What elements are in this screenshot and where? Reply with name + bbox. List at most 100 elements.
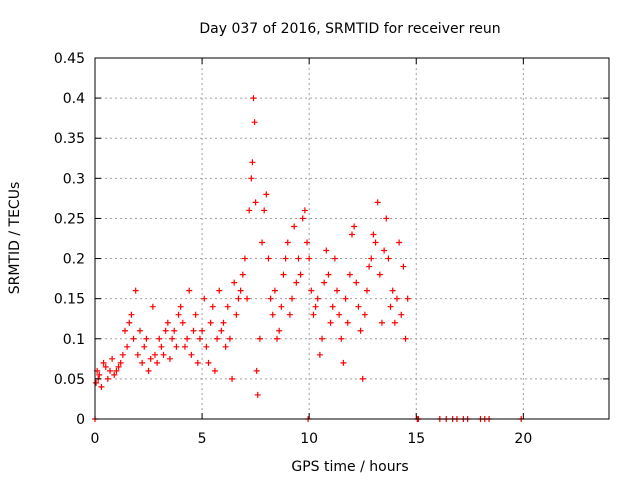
x-tick-label: 0: [91, 431, 100, 447]
data-point: [132, 287, 139, 294]
data-point: [100, 359, 107, 366]
data-point: [280, 271, 287, 278]
x-tick-label: 5: [198, 431, 207, 447]
data-point: [391, 319, 398, 326]
chart-title: Day 037 of 2016, SRMTID for receiver reu…: [199, 21, 500, 37]
data-point: [151, 351, 158, 358]
y-tick-label: 0.15: [54, 292, 85, 308]
data-point: [141, 343, 148, 350]
data-point: [229, 375, 236, 382]
data-point: [297, 271, 304, 278]
y-tick-label: 0.25: [54, 211, 85, 227]
data-point: [134, 351, 141, 358]
data-point: [314, 295, 321, 302]
data-point: [278, 303, 285, 310]
data-point: [276, 327, 283, 334]
data-point: [340, 359, 347, 366]
data-point: [201, 295, 208, 302]
data-point: [274, 335, 281, 342]
data-point: [383, 215, 390, 222]
data-point: [211, 367, 218, 374]
data-point: [301, 207, 308, 214]
data-point: [363, 287, 370, 294]
data-point: [111, 371, 118, 378]
data-point: [346, 271, 353, 278]
data-point: [355, 303, 362, 310]
data-point: [207, 319, 214, 326]
data-point: [177, 303, 184, 310]
data-point: [267, 295, 274, 302]
data-point: [104, 375, 111, 382]
data-point: [284, 239, 291, 246]
data-point: [109, 355, 116, 362]
data-point: [166, 355, 173, 362]
data-point: [158, 343, 165, 350]
x-tick-label: 20: [514, 431, 532, 447]
y-axis-label: SRMTID / TECUs: [7, 182, 23, 295]
data-point: [173, 343, 180, 350]
data-point: [250, 95, 257, 102]
data-point: [252, 199, 259, 206]
data-point: [164, 319, 171, 326]
data-point: [376, 271, 383, 278]
data-point: [289, 295, 296, 302]
data-point: [154, 359, 161, 366]
data-point: [336, 311, 343, 318]
data-point: [231, 279, 238, 286]
data-point: [209, 303, 216, 310]
data-point: [169, 335, 176, 342]
data-point: [261, 207, 268, 214]
data-point: [361, 311, 368, 318]
data-point: [205, 359, 212, 366]
data-point: [349, 231, 355, 238]
data-point: [136, 327, 143, 334]
y-tick-label: 0.1: [63, 332, 85, 348]
data-point: [226, 335, 233, 342]
data-point: [265, 255, 272, 262]
data-point: [147, 355, 154, 362]
data-point: [93, 379, 100, 386]
y-tick-label: 0.3: [63, 171, 85, 187]
data-point: [304, 239, 311, 246]
data-point: [325, 271, 332, 278]
data-point: [338, 335, 345, 342]
data-point: [203, 343, 210, 350]
data-point: [237, 287, 244, 294]
data-point: [327, 319, 334, 326]
data-point: [368, 255, 375, 262]
data-point: [181, 343, 188, 350]
data-point: [259, 239, 266, 246]
y-tick-label: 0.4: [63, 91, 85, 107]
data-point: [372, 239, 379, 246]
data-point: [357, 327, 364, 334]
data-point: [246, 207, 253, 214]
data-point: [145, 367, 152, 374]
data-point: [319, 335, 326, 342]
data-point: [216, 287, 223, 294]
data-point: [121, 327, 128, 334]
data-point: [393, 295, 400, 302]
data-point: [192, 311, 199, 318]
data-point: [381, 247, 388, 254]
data-point: [98, 383, 105, 390]
y-tick-label: 0.35: [54, 131, 85, 147]
data-point: [321, 279, 328, 286]
data-point: [342, 295, 349, 302]
data-point: [218, 327, 225, 334]
data-point: [271, 287, 278, 294]
data-point: [222, 343, 229, 350]
data-point: [126, 319, 133, 326]
data-point: [316, 351, 323, 358]
data-point: [128, 311, 135, 318]
data-point: [308, 287, 315, 294]
data-point: [331, 255, 338, 262]
grid-lines: [95, 58, 609, 419]
data-point: [96, 371, 103, 378]
data-point: [233, 311, 240, 318]
data-point: [299, 215, 306, 222]
data-point: [306, 255, 313, 262]
data-point: [404, 295, 411, 302]
data-point: [374, 199, 381, 206]
data-point: [269, 311, 276, 318]
data-point: [175, 311, 182, 318]
